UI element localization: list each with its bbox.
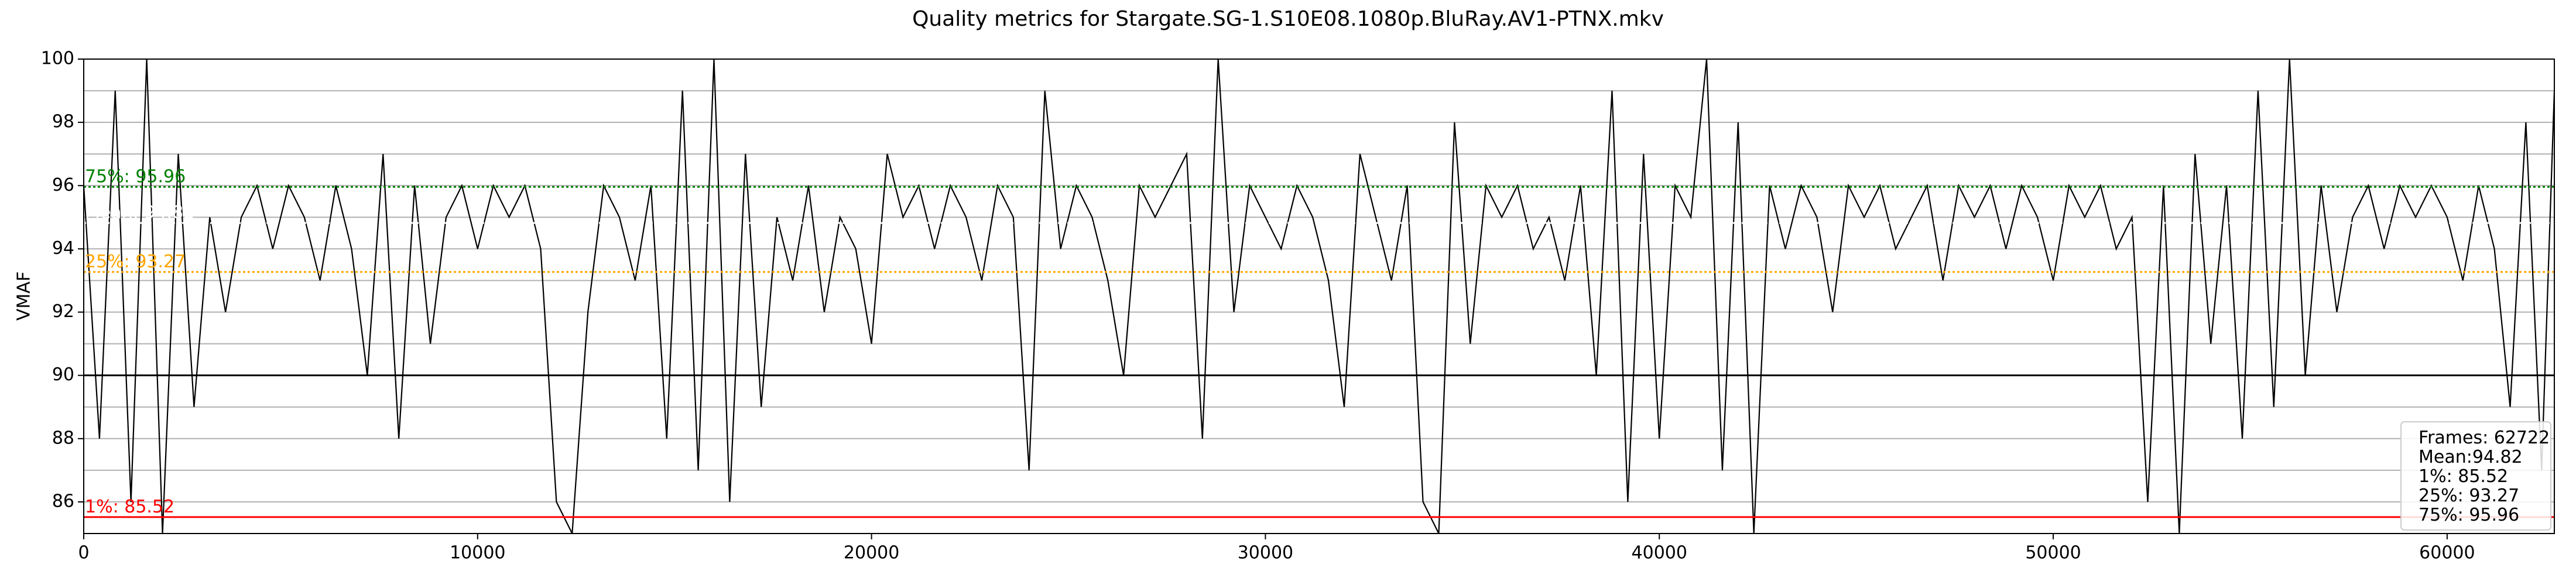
y-tick-label: 90 [52, 364, 74, 385]
plot-area [84, 59, 2554, 534]
y-axis-label: VMAF [14, 271, 35, 321]
x-tick-label: 20000 [844, 543, 899, 563]
vmaf-line [84, 59, 2554, 534]
reference-label: 25%: 93.27 [85, 252, 186, 272]
y-tick-label: 88 [52, 428, 74, 448]
stats-text: Frames: 62722 [2419, 428, 2550, 448]
y-tick-label: 96 [52, 175, 74, 195]
reference-label: Mean: 94.82 [85, 202, 194, 223]
plot-frame [83, 58, 2555, 534]
y-tick-label: 92 [52, 301, 74, 322]
x-tick-label: 50000 [2025, 543, 2081, 563]
reference-label: 1%: 85.52 [85, 497, 174, 517]
x-tick-label: 10000 [450, 543, 505, 563]
y-tick-label: 94 [52, 238, 74, 259]
y-tick-label: 100 [41, 49, 74, 69]
x-tick-label: 40000 [1632, 543, 1687, 563]
stats-text: Mean:94.82 [2419, 447, 2523, 467]
stats-text: 75%: 95.96 [2419, 505, 2519, 525]
y-tick-label: 86 [52, 491, 74, 511]
x-tick-label: 0 [78, 543, 89, 563]
stats-text: 1%: 85.52 [2419, 466, 2508, 487]
stats-text: 25%: 93.27 [2419, 486, 2519, 506]
y-tick-label: 98 [52, 112, 74, 132]
stats-box [2400, 421, 2551, 531]
x-tick-label: 60000 [2419, 543, 2475, 563]
x-tick-label: 30000 [1238, 543, 1293, 563]
reference-label: 75%: 95.96 [85, 166, 186, 187]
chart-title: Quality metrics for Stargate.SG-1.S10E08… [912, 7, 1664, 31]
